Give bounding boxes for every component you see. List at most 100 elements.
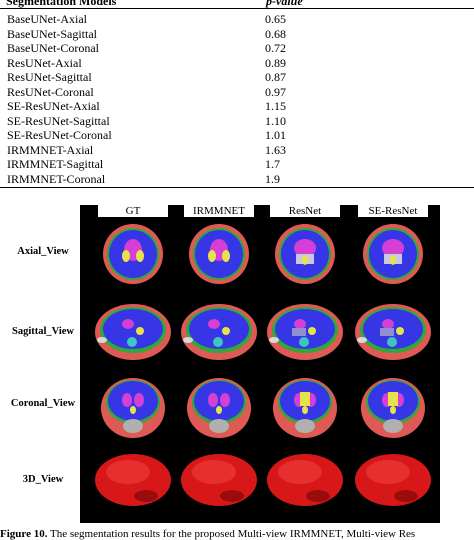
table-row: BaseUNet-Coronal 0.72 bbox=[0, 41, 474, 55]
segmentation-image bbox=[350, 298, 436, 366]
brain-3d-highlight bbox=[192, 460, 236, 484]
table-row: SE-ResUNet-Coronal 1.01 bbox=[0, 128, 474, 142]
table-row: IRMMNET-Axial 1.63 bbox=[0, 143, 474, 157]
header-rule bbox=[0, 8, 474, 9]
row-header: Axial_View bbox=[17, 246, 69, 257]
noise-region bbox=[292, 328, 306, 336]
bone-region bbox=[123, 419, 143, 433]
noise-region bbox=[388, 392, 398, 406]
segmentation-svg bbox=[355, 304, 431, 360]
model-name: SE-ResUNet-Axial bbox=[7, 99, 100, 113]
deep-gray-region bbox=[390, 406, 396, 414]
column-header: GT bbox=[98, 205, 168, 217]
segmentation-svg bbox=[103, 224, 163, 284]
deep-gray-region bbox=[302, 406, 308, 414]
bottom-rule bbox=[0, 187, 474, 188]
brain-3d-shadow bbox=[134, 490, 158, 502]
bone-region bbox=[295, 419, 315, 433]
segmentation-image bbox=[350, 372, 436, 440]
p-value: 1.10 bbox=[265, 113, 286, 128]
segmentation-image bbox=[350, 220, 436, 288]
brainstem-region bbox=[213, 337, 223, 347]
brainstem-region bbox=[387, 337, 397, 347]
table-row: ResUNet-Coronal 0.97 bbox=[0, 85, 474, 99]
brain-3d-highlight bbox=[278, 460, 322, 484]
ventricle-region bbox=[208, 393, 218, 407]
p-value: 1.63 bbox=[265, 142, 286, 157]
row-header: 3D_View bbox=[22, 474, 64, 485]
brain-3d-shadow bbox=[306, 490, 330, 502]
segmentation-image bbox=[90, 372, 176, 440]
header-models: Segmentation Models bbox=[6, 0, 117, 8]
ventricle-region bbox=[134, 393, 144, 407]
white-matter-region bbox=[103, 309, 163, 349]
model-name: ResUNet-Axial bbox=[7, 55, 82, 70]
segmentation-svg bbox=[187, 378, 251, 438]
p-value: 1.7 bbox=[265, 157, 280, 171]
segmentation-svg bbox=[267, 304, 343, 360]
table-row: BaseUNet-Axial 0.65 bbox=[0, 12, 474, 26]
segmentation-svg bbox=[273, 378, 337, 438]
segmentation-image bbox=[90, 446, 176, 514]
noise-region bbox=[300, 392, 310, 406]
segmentation-image bbox=[176, 372, 262, 440]
table-row: ResUNet-Axial 0.89 bbox=[0, 56, 474, 70]
segmentation-image bbox=[176, 220, 262, 288]
segmentation-image bbox=[262, 220, 348, 288]
model-name: ResUNet-Sagittal bbox=[7, 70, 92, 84]
p-value: 0.87 bbox=[265, 70, 286, 84]
column-header: SE-ResNet bbox=[358, 205, 428, 217]
table-row: SE-ResUNet-Axial 1.15 bbox=[0, 99, 474, 113]
column-header: ResNet bbox=[270, 205, 340, 217]
segmentation-image bbox=[262, 298, 348, 366]
model-name: IRMMNET-Axial bbox=[7, 142, 94, 157]
p-value: 0.68 bbox=[265, 26, 286, 41]
table-row: SE-ResUNet-Sagittal 1.10 bbox=[0, 114, 474, 128]
deep-gray-region bbox=[216, 406, 222, 414]
segmentation-svg bbox=[181, 454, 257, 506]
caption-text: The segmentation results for the propose… bbox=[47, 528, 416, 540]
segmentation-svg bbox=[267, 454, 343, 506]
model-name: SE-ResUNet-Coronal bbox=[7, 128, 112, 142]
deep-gray-region bbox=[302, 255, 308, 265]
brain-3d-shadow bbox=[220, 490, 244, 502]
bone-region bbox=[357, 337, 367, 343]
table-row: IRMMNET-Coronal 1.9 bbox=[0, 172, 474, 186]
deep-gray-region bbox=[396, 327, 404, 335]
bone-region bbox=[183, 337, 193, 343]
model-name: ResUNet-Coronal bbox=[7, 84, 94, 99]
p-value: 0.72 bbox=[265, 41, 286, 55]
table-row: ResUNet-Sagittal 0.87 bbox=[0, 70, 474, 84]
deep-gray-region bbox=[208, 250, 216, 262]
model-name: IRMMNET-Coronal bbox=[7, 171, 106, 186]
bone-region bbox=[269, 337, 279, 343]
segmentation-image bbox=[262, 446, 348, 514]
noise-region bbox=[380, 328, 394, 336]
model-name: SE-ResUNet-Sagittal bbox=[7, 113, 110, 128]
brain-3d-highlight bbox=[366, 460, 410, 484]
p-value: 1.9 bbox=[265, 171, 280, 186]
ventricle-region bbox=[294, 239, 316, 257]
segmentation-image bbox=[176, 298, 262, 366]
caption-label: Figure 10. bbox=[0, 528, 48, 540]
segmentation-svg bbox=[181, 304, 257, 360]
ventricle-region bbox=[382, 319, 394, 329]
segmentation-svg bbox=[101, 378, 165, 438]
segmentation-svg bbox=[275, 224, 335, 284]
deep-gray-region bbox=[136, 327, 144, 335]
p-value: 0.89 bbox=[265, 55, 286, 70]
bone-region bbox=[209, 419, 229, 433]
ventricle-region bbox=[294, 319, 306, 329]
bone-region bbox=[383, 419, 403, 433]
table-header: Segmentation Models p-value bbox=[6, 0, 474, 8]
segmentation-image bbox=[176, 446, 262, 514]
figure-caption: Figure 10. The segmentation results for … bbox=[0, 528, 474, 540]
ventricle-region bbox=[382, 239, 404, 257]
ventricle-region bbox=[122, 319, 134, 329]
p-value: 1.01 bbox=[265, 128, 286, 142]
segmentation-image bbox=[90, 220, 176, 288]
row-header: Sagittal_View bbox=[11, 326, 75, 337]
model-name: BaseUNet-Axial bbox=[7, 12, 87, 26]
segmentation-image bbox=[262, 372, 348, 440]
deep-gray-region bbox=[130, 406, 136, 414]
